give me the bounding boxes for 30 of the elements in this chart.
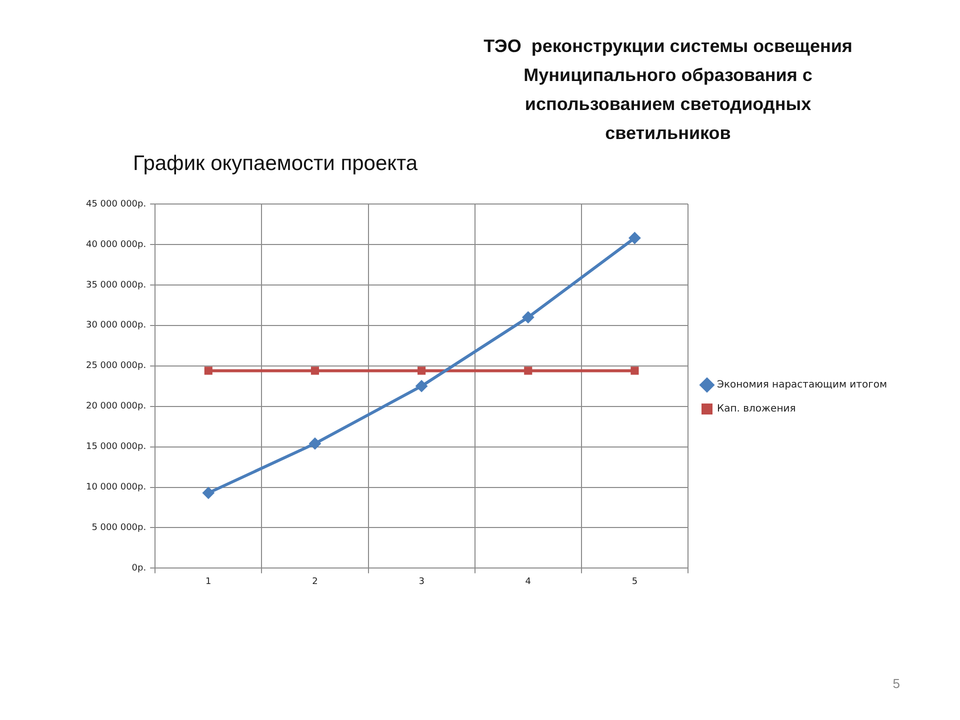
- legend-label: Экономия нарастающим итогом: [717, 380, 888, 391]
- y-tick-label: 15 000 000р.: [86, 442, 146, 452]
- y-tick-label: 20 000 000р.: [86, 402, 146, 412]
- point: [522, 311, 534, 324]
- y-tick-label: 40 000 000р.: [86, 240, 146, 250]
- x-tick-label: 5: [632, 576, 638, 587]
- chart-subtitle: График окупаемости проекта: [133, 152, 418, 176]
- legend-label: Кап. вложения: [717, 404, 796, 415]
- chart-title: ТЭО реконструкции системы освещения Муниципального образования с использованием светодиодных светильников: [482, 35, 854, 145]
- point: [628, 232, 641, 244]
- y-tick-label: 25 000 000р.: [86, 361, 146, 372]
- point: [630, 366, 639, 375]
- x-tick-label: 2: [312, 576, 318, 587]
- point: [204, 366, 212, 375]
- x-tick-label: 3: [418, 576, 424, 587]
- text: 5: [892, 676, 900, 691]
- point: [310, 366, 320, 375]
- y-tick-label: 5 000 000р.: [92, 523, 146, 534]
- y-tick-label: 35 000 000р.: [86, 280, 146, 290]
- y-tick-label: 0р.: [132, 564, 146, 574]
- point: [202, 486, 214, 499]
- y-tick-label: 30 000 000р.: [86, 320, 146, 331]
- y-tick-label: 10 000 000р.: [86, 482, 146, 493]
- point: [308, 438, 321, 450]
- point: [524, 366, 532, 375]
- y-tick-label: 45 000 000р.: [86, 199, 146, 210]
- point: [416, 380, 428, 392]
- x-tick-label: 1: [206, 576, 212, 587]
- point: [418, 366, 426, 375]
- x-tick-label: 4: [525, 576, 532, 587]
